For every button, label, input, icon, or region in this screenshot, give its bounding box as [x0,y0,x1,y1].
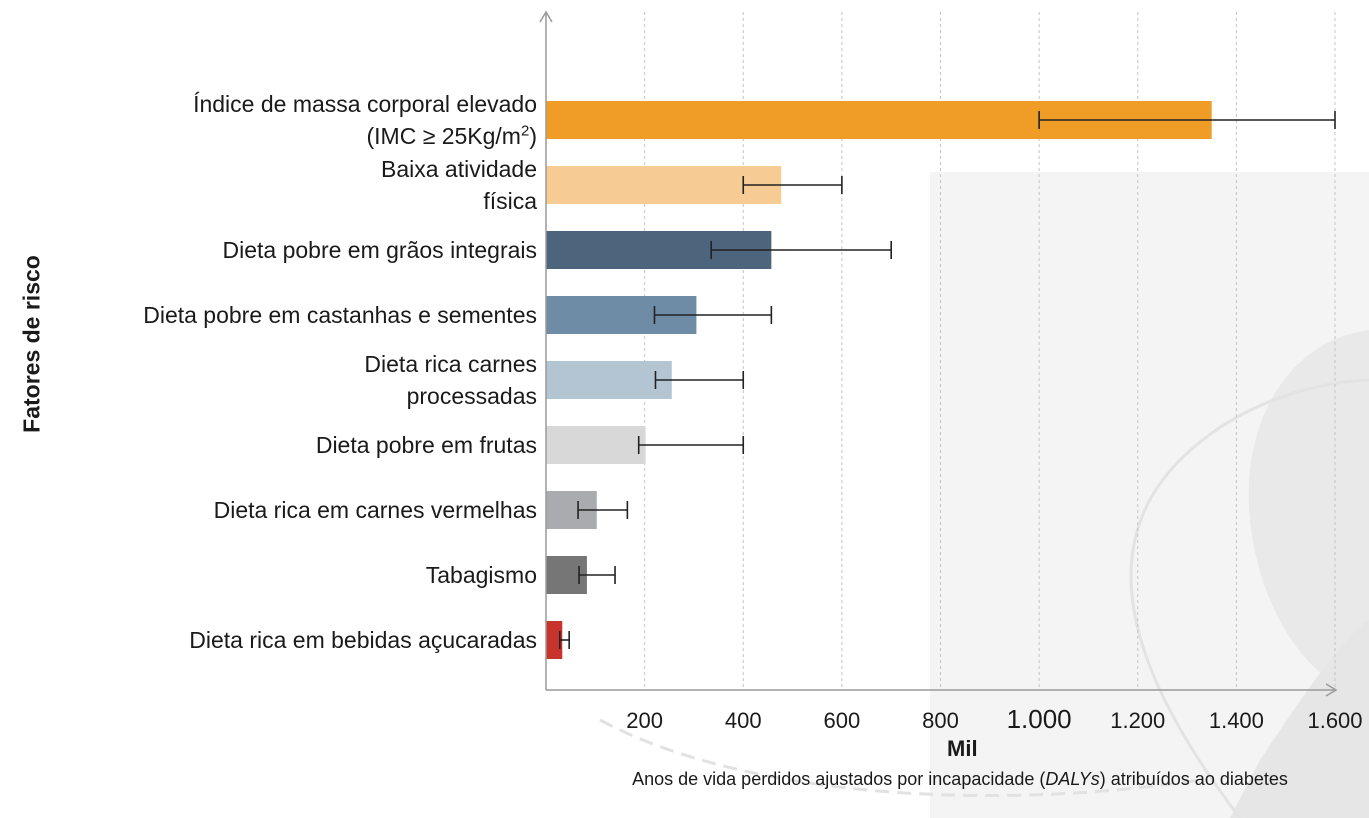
category-label: Dieta rica em bebidas açucaradas [189,624,537,656]
x-tick-label: 400 [725,708,762,733]
category-label: Dieta pobre em frutas [316,429,537,461]
category-label-line: Dieta rica em bebidas açucaradas [189,627,537,653]
x-tick-label: 800 [922,708,959,733]
bar [546,166,782,204]
category-label-line: Dieta pobre em grãos integrais [222,237,538,263]
category-label-line: processadas [364,380,537,412]
category-label-line: Dieta pobre em castanhas e sementes [143,302,537,328]
category-label-line: Índice de massa corporal elevado [193,91,537,117]
category-label-text: ) [529,123,537,149]
category-label: Tabagismo [426,559,537,591]
category-label-line: Dieta rica em carnes vermelhas [213,497,537,523]
category-label-line: Dieta pobre em frutas [315,432,537,458]
bar [546,361,672,399]
category-label: Dieta rica em carnes vermelhas [214,494,537,526]
category-label-text: física [483,188,537,214]
x-tick-label: 600 [824,708,861,733]
x-axis-unit: Mil [947,736,978,761]
category-label-line: Baixa atividade [381,156,537,182]
category-label: Dieta pobre em grãos integrais [223,234,538,266]
y-axis-title: Fatores de risco [18,255,45,433]
category-label: Dieta rica carnes processadas [364,348,537,412]
grid-lines [644,12,1336,690]
category-label-text: (IMC ≥ 25Kg/m [366,123,521,149]
bar [546,621,563,659]
x-axis-title-suffix: ) atribuídos ao diabetes [1099,769,1288,789]
category-label-line: (IMC ≥ 25Kg/m2) [193,120,537,152]
x-axis-title-prefix: Anos de vida perdidos ajustados por inca… [632,769,1046,789]
x-tick-label: 200 [626,708,663,733]
x-tick-labels: 200 400 600 800 1.000 1.200 1.400 1.600 [626,704,1362,734]
bars [546,101,1212,659]
x-tick-label: 1.000 [1007,704,1072,734]
x-tick-label: 1.400 [1209,708,1264,733]
category-label-line: Dieta rica carnes [364,351,537,377]
category-label-text: processadas [406,383,537,409]
x-axis-title-italic: DALYs [1045,769,1100,789]
category-label-line: física [381,185,537,217]
axes [539,10,1338,697]
category-label: Índice de massa corporal elevado (IMC ≥ 2… [193,88,537,152]
x-tick-label: 1.600 [1307,708,1362,733]
error-bars [559,111,1336,649]
category-label: Dieta pobre em castanhas e sementes [143,299,537,331]
category-label: Baixa atividade física [381,153,537,217]
category-label-line: Tabagismo [425,562,537,588]
x-axis-title: Anos de vida perdidos ajustados por inca… [560,766,1360,792]
bar [546,426,646,464]
x-tick-label: 1.200 [1110,708,1165,733]
category-label-superscript: 2 [520,122,530,140]
